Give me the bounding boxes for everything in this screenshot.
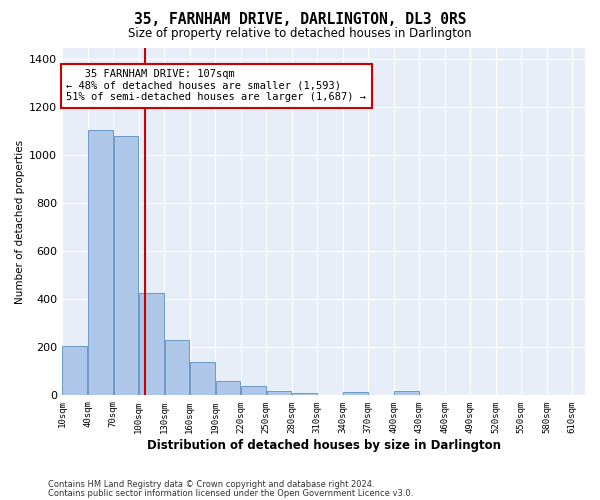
X-axis label: Distribution of detached houses by size in Darlington: Distribution of detached houses by size … <box>146 440 500 452</box>
Bar <box>292 392 317 396</box>
Bar <box>215 381 241 396</box>
Bar <box>394 390 419 396</box>
Text: 35 FARNHAM DRIVE: 107sqm
← 48% of detached houses are smaller (1,593)
51% of sem: 35 FARNHAM DRIVE: 107sqm ← 48% of detach… <box>67 69 367 102</box>
Bar <box>62 346 88 396</box>
Bar <box>266 390 292 396</box>
Text: Contains public sector information licensed under the Open Government Licence v3: Contains public sector information licen… <box>48 488 413 498</box>
Bar <box>343 392 368 396</box>
Bar <box>113 136 139 396</box>
Text: Size of property relative to detached houses in Darlington: Size of property relative to detached ho… <box>128 28 472 40</box>
Bar <box>241 386 266 396</box>
Bar <box>88 130 113 396</box>
Bar <box>190 362 215 396</box>
Y-axis label: Number of detached properties: Number of detached properties <box>15 140 25 304</box>
Bar <box>139 294 164 396</box>
Bar <box>164 340 190 396</box>
Text: 35, FARNHAM DRIVE, DARLINGTON, DL3 0RS: 35, FARNHAM DRIVE, DARLINGTON, DL3 0RS <box>134 12 466 28</box>
Text: Contains HM Land Registry data © Crown copyright and database right 2024.: Contains HM Land Registry data © Crown c… <box>48 480 374 489</box>
